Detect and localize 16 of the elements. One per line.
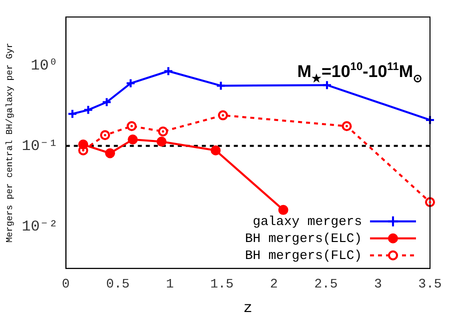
legend-label: galaxy mergers bbox=[252, 214, 362, 229]
x-tick-label: 3 bbox=[374, 276, 382, 292]
y-tick-label: 10⁰ bbox=[30, 57, 58, 74]
y-tick-label: 10⁻¹ bbox=[22, 138, 58, 155]
x-tick-label: 3.5 bbox=[418, 276, 442, 292]
legend-label: BH mergers(ELC) bbox=[244, 230, 362, 246]
x-tick-label: 0 bbox=[62, 276, 70, 292]
x-tick-label: 2.5 bbox=[314, 276, 338, 292]
legend-label: BH mergers(FLC) bbox=[244, 248, 362, 263]
x-tick-label: 2 bbox=[270, 276, 278, 292]
x-axis-title: z bbox=[243, 300, 252, 317]
y-tick-label: 10⁻² bbox=[22, 218, 58, 236]
x-tick-label: 0.5 bbox=[106, 276, 130, 292]
y-axis-title: Mergers per central BH/galaxy per Gyr bbox=[4, 42, 15, 243]
x-tick-label: 1 bbox=[166, 276, 174, 292]
x-tick-label: 1.5 bbox=[210, 276, 234, 292]
